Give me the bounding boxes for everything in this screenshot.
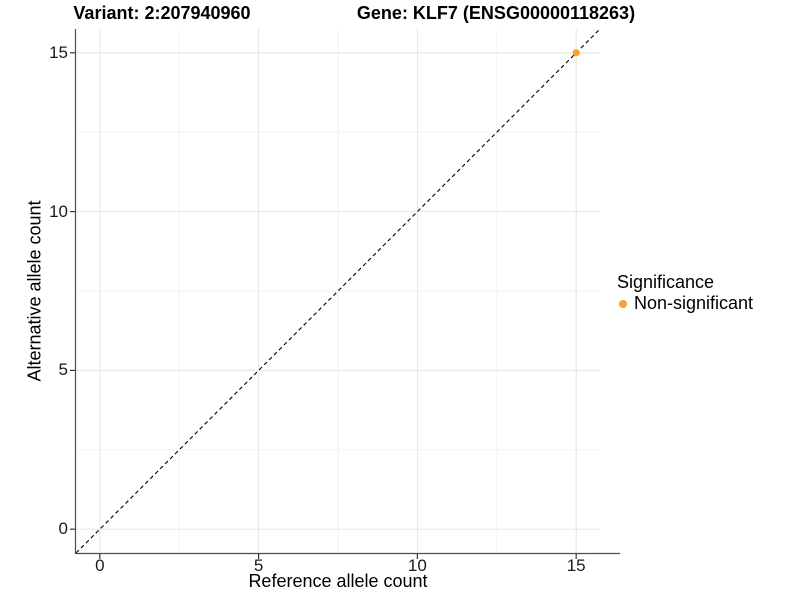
legend-item-label: Non-significant [634,293,754,313]
plot-title-variant: Variant: 2:207940960 [73,3,251,23]
identity-reference-line [75,28,601,554]
x-tick-label: 10 [407,556,427,575]
data-point [572,49,580,57]
y-axis-title: Alternative allele count [24,200,45,382]
x-axis-title: Reference allele count [248,571,428,591]
legend-item-non-significant: Non-significant [617,293,753,314]
x-tick-label: 0 [95,556,105,575]
plot-title-gene: Gene: KLF7 (ENSG00000118263) [356,3,636,23]
legend: Significance Non-significant [617,272,753,314]
y-tick-label: 5 [58,360,68,380]
x-tick-label: 15 [566,556,586,575]
legend-title: Significance [617,272,715,292]
legend-point-marker-icon [619,299,627,308]
y-tick-label: 15 [49,42,68,62]
x-tick-label: 5 [253,556,264,575]
y-tick-label: 10 [49,201,68,221]
y-tick-label: 0 [58,519,68,539]
